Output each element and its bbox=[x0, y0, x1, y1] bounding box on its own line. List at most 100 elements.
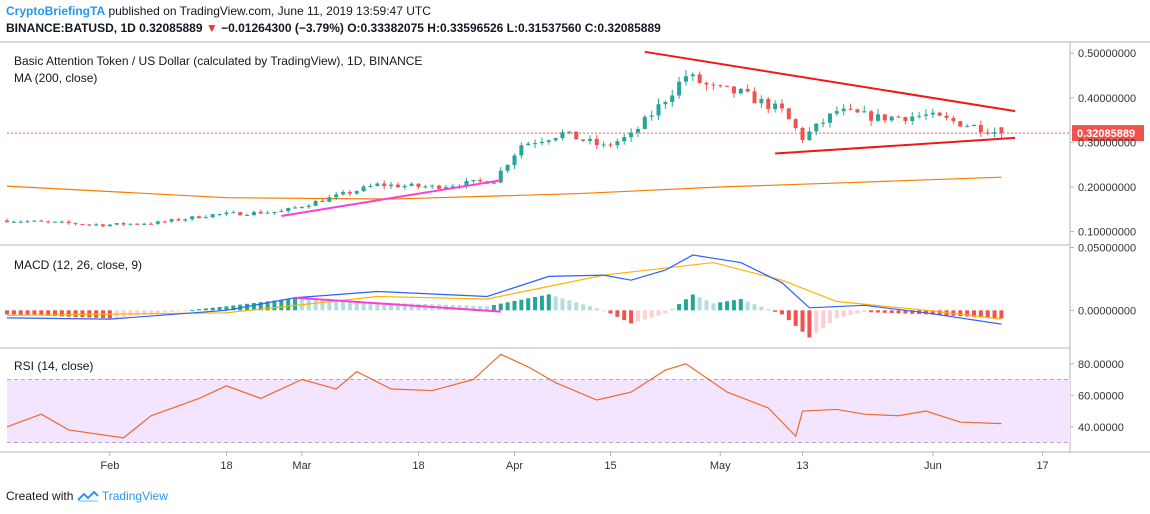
candle-body bbox=[341, 192, 346, 195]
macd-histogram-bar bbox=[677, 304, 682, 311]
candle-body bbox=[313, 201, 318, 206]
candle-body bbox=[238, 212, 243, 216]
candle-body bbox=[601, 144, 606, 146]
candle-body bbox=[951, 117, 956, 122]
candle-body bbox=[409, 183, 414, 186]
x-tick-label: 18 bbox=[220, 460, 232, 472]
macd-histogram-bar bbox=[786, 310, 791, 321]
rsi-legend: RSI (14, close) bbox=[14, 359, 94, 373]
candle-body bbox=[430, 185, 435, 187]
macd-histogram-bar bbox=[293, 298, 298, 311]
macd-histogram-bar bbox=[498, 303, 503, 311]
macd-histogram-bar bbox=[903, 310, 908, 314]
candle-body bbox=[101, 224, 106, 227]
macd-line bbox=[6, 254, 1002, 325]
candle-body bbox=[567, 131, 572, 133]
candle-body bbox=[992, 132, 997, 134]
candle-body bbox=[25, 221, 30, 223]
candle-body bbox=[711, 84, 716, 86]
macd-histogram-bar bbox=[889, 310, 894, 314]
candle-body bbox=[231, 212, 236, 214]
candle-body bbox=[690, 74, 695, 77]
candle-body bbox=[155, 221, 160, 224]
y-tick-label: 80.00000 bbox=[1078, 359, 1124, 371]
macd-histogram-bar bbox=[25, 310, 30, 316]
candle-body bbox=[265, 212, 270, 214]
x-tick-label: Feb bbox=[100, 460, 119, 472]
macd-histogram-bar bbox=[457, 305, 462, 311]
candle-body bbox=[738, 88, 743, 94]
y-tick-label: 0.05000000 bbox=[1078, 243, 1136, 255]
candle-body bbox=[190, 216, 195, 220]
macd-histogram-bar bbox=[176, 310, 181, 312]
macd-histogram-bar bbox=[478, 306, 483, 311]
macd-histogram-bar bbox=[217, 306, 222, 311]
macd-histogram-bar bbox=[958, 310, 963, 317]
candle-body bbox=[423, 186, 428, 188]
candle-body bbox=[114, 223, 119, 225]
candle-body bbox=[937, 112, 942, 116]
symbol-line: BINANCE:BATUSD, 1D 0.32085889 ▼ −0.01264… bbox=[6, 21, 661, 35]
macd-histogram-bar bbox=[827, 310, 832, 324]
candle-body bbox=[786, 108, 791, 120]
x-tick-label: Apr bbox=[506, 460, 523, 472]
candle-body bbox=[471, 179, 476, 181]
candle-body bbox=[917, 115, 922, 117]
candle-body bbox=[848, 108, 853, 110]
macd-histogram-bar bbox=[560, 298, 565, 311]
candle-body bbox=[107, 224, 112, 227]
macd-histogram-bar bbox=[5, 310, 9, 315]
macd-histogram-bar bbox=[759, 306, 764, 311]
trendline-magenta bbox=[294, 296, 501, 313]
candle-body bbox=[73, 223, 78, 225]
macd-histogram-bar bbox=[526, 298, 531, 311]
macd-histogram-bar bbox=[546, 294, 551, 311]
candle-body bbox=[875, 114, 880, 121]
macd-histogram-bar bbox=[464, 305, 469, 311]
macd-histogram-bar bbox=[738, 299, 743, 311]
macd-histogram-bar bbox=[327, 299, 332, 311]
candle-body bbox=[670, 95, 675, 103]
macd-histogram-bar bbox=[59, 310, 64, 317]
candle-body bbox=[176, 219, 181, 221]
macd-histogram-bar bbox=[313, 299, 318, 311]
candle-body bbox=[306, 205, 311, 207]
candle-body bbox=[334, 194, 339, 198]
macd-histogram-bar bbox=[793, 310, 798, 326]
macd-histogram-bar bbox=[361, 301, 366, 311]
candle-body bbox=[642, 116, 647, 129]
macd-histogram-bar bbox=[402, 303, 407, 311]
candle-body bbox=[910, 116, 915, 121]
macd-histogram-bar bbox=[231, 305, 236, 311]
macd-histogram-bar bbox=[615, 310, 620, 317]
macd-histogram-bar bbox=[347, 300, 352, 311]
macd-histogram-bar bbox=[306, 298, 311, 311]
macd-histogram-bar bbox=[512, 300, 517, 311]
candle-body bbox=[149, 223, 154, 225]
candle-body bbox=[608, 144, 613, 146]
macd-histogram-bar bbox=[18, 310, 23, 315]
candle-body bbox=[622, 137, 627, 142]
candle-body bbox=[368, 186, 373, 188]
macd-histogram-bar bbox=[32, 310, 37, 316]
candle-body bbox=[382, 183, 387, 187]
macd-histogram-bar bbox=[183, 310, 188, 312]
macd-histogram-bar bbox=[533, 297, 538, 311]
macd-histogram-bar bbox=[862, 310, 867, 313]
candle-body bbox=[347, 192, 352, 194]
macd-histogram-bar bbox=[601, 310, 606, 312]
y-tick-label: 0.10000000 bbox=[1078, 227, 1136, 239]
candle-body bbox=[272, 211, 277, 213]
macd-histogram-bar bbox=[272, 300, 277, 311]
last-price: 0.32085889 bbox=[139, 21, 203, 35]
x-tick-label: May bbox=[710, 460, 731, 472]
macd-histogram-bar bbox=[368, 301, 373, 311]
macd-histogram-bar bbox=[930, 310, 935, 315]
candle-body bbox=[389, 184, 394, 187]
footer-brand[interactable]: TradingView bbox=[101, 489, 168, 503]
candle-body bbox=[210, 214, 215, 218]
macd-histogram-bar bbox=[910, 310, 915, 314]
candle-body bbox=[94, 224, 99, 226]
author-link[interactable]: CryptoBriefingTA bbox=[6, 4, 106, 18]
candle-body bbox=[526, 143, 531, 146]
